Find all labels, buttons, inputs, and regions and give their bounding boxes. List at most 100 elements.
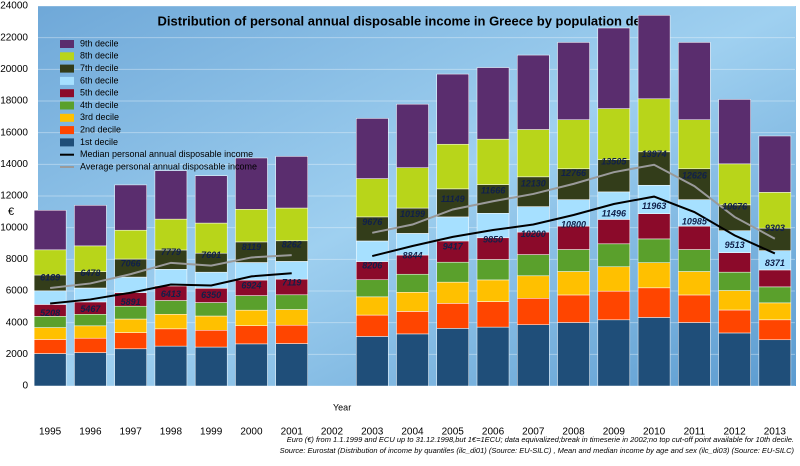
bar-segment — [517, 324, 550, 387]
bar-segment — [275, 294, 308, 310]
bar-segment — [74, 337, 107, 353]
bar-segment — [476, 279, 510, 302]
bar-segment — [235, 343, 268, 387]
data-label: 8119 — [242, 242, 261, 252]
data-label: 8371 — [765, 258, 785, 268]
legend-swatch — [60, 138, 74, 147]
bar-segment — [597, 219, 631, 245]
bar-segment — [355, 314, 389, 337]
data-label: 12130 — [521, 178, 546, 188]
x-tick-label: 2012 — [723, 427, 746, 438]
legend-label: 1st decile — [80, 137, 118, 147]
legend-label: 6th decile — [80, 75, 119, 85]
bar-segment — [355, 240, 389, 262]
data-label: 9676 — [362, 217, 383, 227]
bar-segment — [396, 273, 429, 293]
bar-segment — [436, 143, 470, 190]
bar-segment — [74, 314, 107, 327]
bar-segment — [517, 254, 550, 277]
bar-segment — [597, 319, 631, 387]
x-tick-label: 1998 — [160, 427, 183, 438]
note: Source: Eurostat (Distribution of income… — [280, 446, 795, 455]
bar-segment — [114, 348, 147, 387]
y-tick-label: 6000 — [6, 286, 29, 297]
bar-segment — [154, 314, 188, 330]
bar-segment — [557, 322, 590, 387]
legend-label: 3rd decile — [80, 112, 119, 122]
legend-swatch — [60, 113, 74, 122]
bar-segment — [678, 271, 711, 296]
bar-segment — [436, 281, 470, 304]
data-label: 6924 — [241, 281, 261, 291]
bar-segment — [396, 292, 429, 312]
bar-segment — [235, 262, 268, 281]
bar-segment — [517, 275, 550, 299]
bar-segment — [275, 207, 308, 242]
legend-swatch — [60, 64, 74, 73]
bar-segment — [436, 261, 470, 283]
y-tick-label: 0 — [22, 381, 28, 392]
bar-segment — [194, 330, 228, 348]
bar-segment — [235, 295, 268, 311]
bar-segment — [74, 352, 107, 387]
bar-segment — [235, 309, 268, 326]
x-tick-label: 2013 — [764, 427, 787, 438]
bar-segment — [33, 316, 67, 328]
legend-label: 7th decile — [80, 63, 119, 73]
line — [50, 195, 776, 305]
legend-label: Median personal annual disposable income — [80, 149, 253, 159]
data-label: 5891 — [121, 297, 141, 307]
x-tick-label: 1997 — [120, 427, 143, 438]
bar-segment — [637, 213, 671, 240]
legend-label: Average personal annual disposable incom… — [80, 161, 257, 171]
bar-segment — [74, 205, 107, 247]
legend-swatch — [60, 52, 74, 61]
bar-segment — [517, 206, 550, 233]
bar-segment — [194, 346, 228, 387]
bar-segment — [154, 300, 188, 315]
bar-segment — [194, 302, 228, 317]
bar-segment — [476, 326, 510, 387]
bar-segment — [114, 184, 147, 231]
data-label: 8206 — [362, 260, 383, 270]
x-tick-label: 2006 — [482, 427, 505, 438]
bar-segment — [33, 339, 67, 354]
y-tick-label: 8000 — [6, 254, 29, 265]
y-axis-label: € — [8, 206, 14, 218]
bar-segment — [597, 290, 631, 321]
y-tick-label: 2000 — [6, 349, 29, 360]
bar-segment — [33, 327, 67, 340]
x-tick-label: 2008 — [562, 427, 585, 438]
bar-segment — [396, 311, 429, 335]
x-tick-label: 1996 — [79, 427, 102, 438]
data-label: 11149 — [441, 194, 465, 204]
y-tick-label: 20000 — [0, 64, 28, 75]
x-tick-label: 1995 — [39, 427, 62, 438]
bar-segment — [597, 243, 631, 268]
x-tick-label: 2010 — [643, 427, 666, 438]
y-tick-label: 16000 — [0, 127, 28, 138]
legend-swatch — [60, 76, 74, 85]
bar-segment — [557, 119, 590, 170]
bar-segment — [597, 27, 631, 109]
x-tick-label: 2000 — [240, 427, 263, 438]
bar-segment — [235, 157, 268, 210]
bar-segment — [718, 309, 751, 334]
bar-segment — [275, 324, 308, 344]
y-tick-label: 12000 — [0, 191, 28, 202]
bar-segment — [517, 298, 550, 325]
bar-segment — [557, 42, 590, 120]
data-label: 9850 — [483, 234, 503, 244]
chart-title: Distribution of personal annual disposab… — [158, 13, 663, 28]
bar-segment — [275, 343, 308, 387]
data-label: 6189 — [40, 272, 60, 282]
bar-segment — [557, 225, 590, 250]
bar-segment — [517, 54, 550, 130]
bar-segment — [33, 353, 67, 387]
bar-segment — [758, 269, 792, 288]
legend-label: 5th decile — [80, 88, 119, 98]
x-tick-label: 2004 — [401, 427, 424, 438]
bar-segment — [355, 296, 389, 316]
data-label: 12766 — [561, 168, 587, 178]
bar-segment — [758, 192, 792, 229]
